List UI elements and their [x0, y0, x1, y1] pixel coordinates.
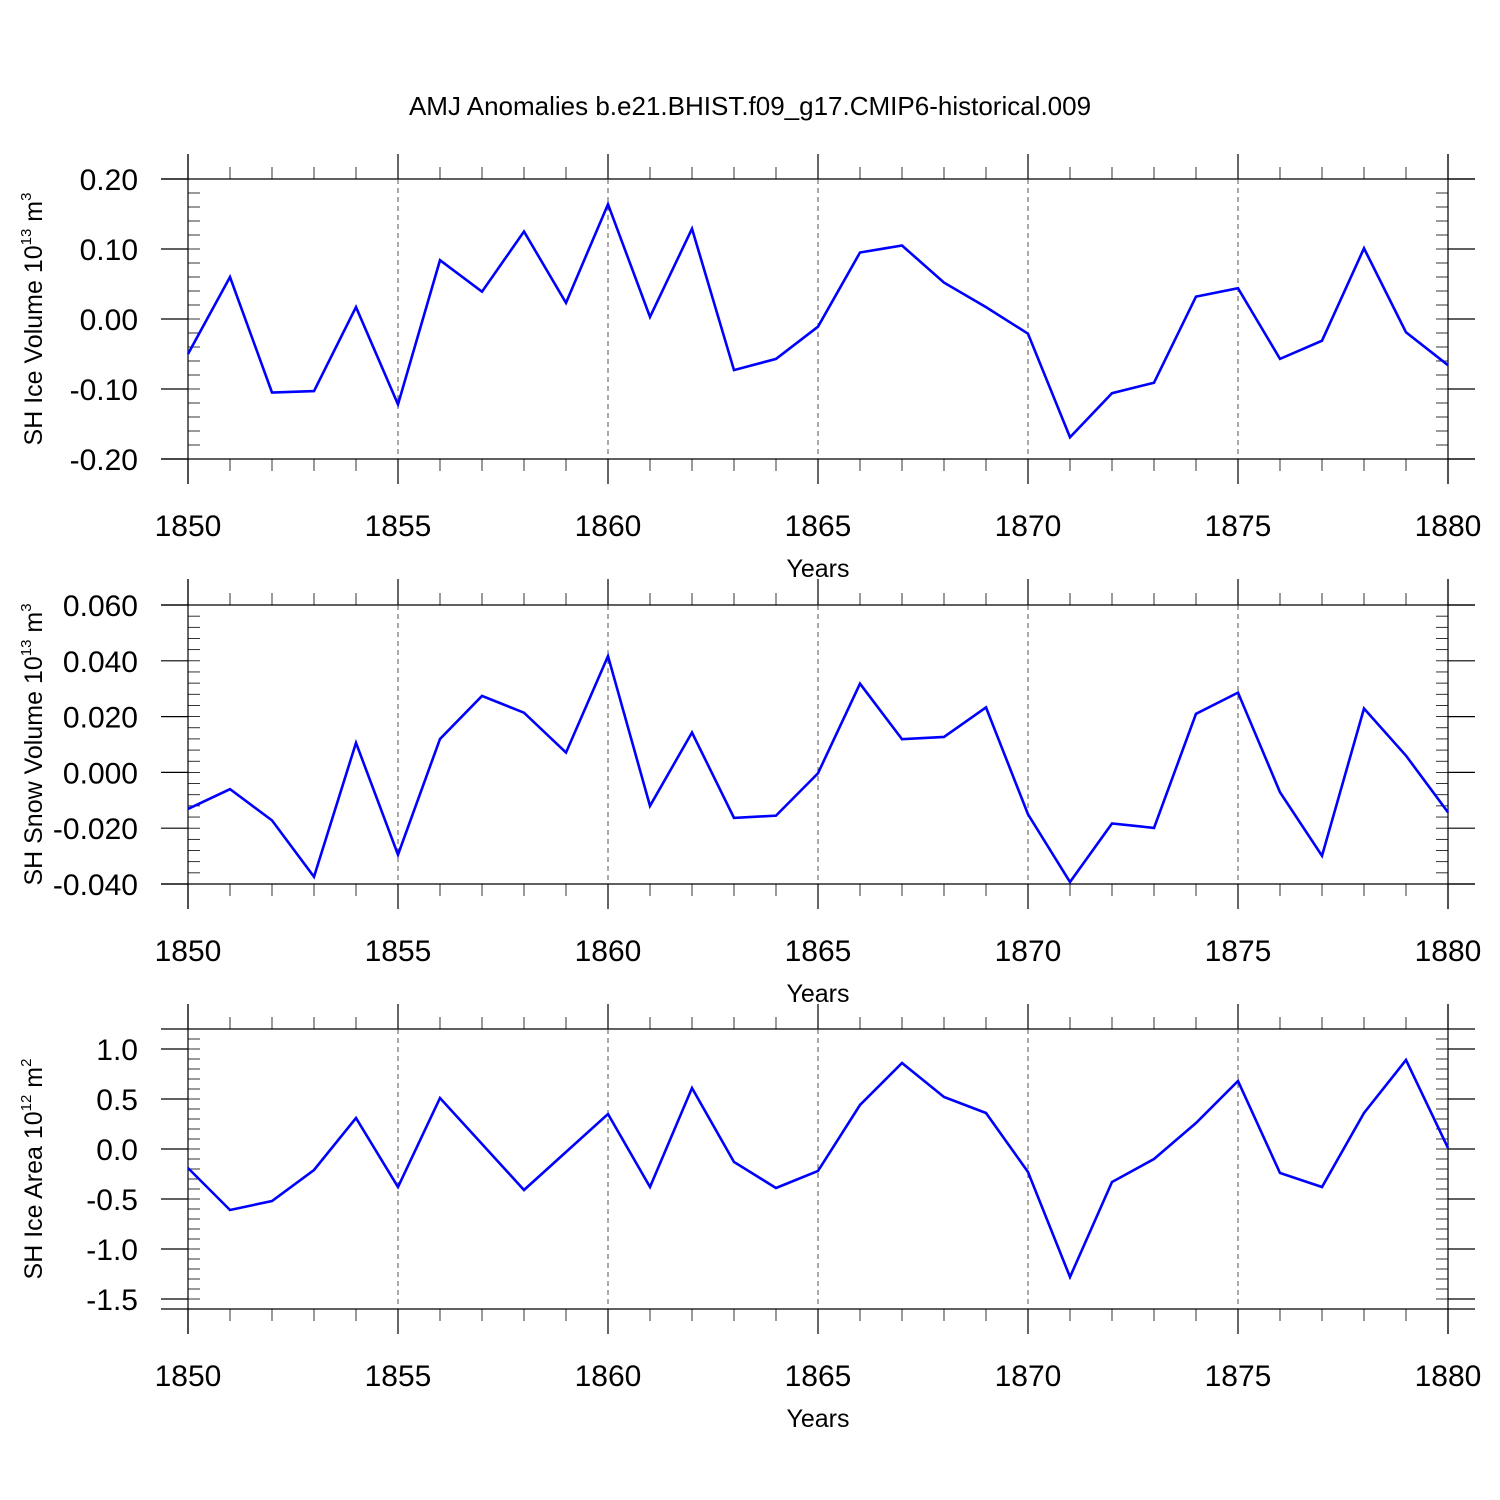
- ice-area-y-tick-label: -1.5: [86, 1284, 138, 1317]
- ice-area-y-tick-label: -0.5: [86, 1184, 138, 1217]
- ice-volume-x-tick-label: 1865: [785, 510, 852, 543]
- ice-volume-x-tick-label: 1875: [1205, 510, 1272, 543]
- snow-volume-y-tick-label: 0.040: [63, 646, 138, 679]
- ice-area-y-tick-label: -1.0: [86, 1234, 138, 1267]
- snow-volume-x-tick-label: 1855: [365, 935, 432, 968]
- snow-volume-y-tick-label: -0.020: [53, 813, 138, 846]
- ice-volume-x-tick-label: 1855: [365, 510, 432, 543]
- ice-volume-x-tick-label: 1850: [155, 510, 222, 543]
- ice-volume-y-tick-label: 0.10: [80, 234, 138, 267]
- ice-volume-y-tick-label: -0.20: [70, 444, 138, 477]
- ice-volume-y-tick-label: 0.20: [80, 164, 138, 197]
- ice-volume-x-tick-label: 1860: [575, 510, 642, 543]
- snow-volume-y-tick-label: 0.020: [63, 702, 138, 735]
- ice-volume-y-tick-label: 0.00: [80, 304, 138, 337]
- ice-area-x-tick-label: 1860: [575, 1360, 642, 1393]
- ice-volume-y-tick-label: -0.10: [70, 374, 138, 407]
- ice-area-panel: 1850 1855 1860 1865 1870 1875 1880 1.0 0.5 0.0 -0.…: [18, 1004, 1481, 1433]
- snow-volume-y-axis-label: SH Snow Volume 1013 m3: [18, 603, 48, 885]
- ice-volume-y-axis-label: SH Ice Volume 1013 m3: [18, 193, 48, 446]
- ice-area-x-tick-label: 1875: [1205, 1360, 1272, 1393]
- snow-volume-panel: 1850 1855 1860 1865 1870 1875 1880 0.060 0.040 0.…: [18, 579, 1481, 1008]
- snow-volume-y-tick-label: -0.040: [53, 869, 138, 902]
- ice-area-series-line: [187, 1057, 1450, 1281]
- snow-volume-x-tick-label: 1850: [155, 935, 222, 968]
- snow-volume-y-tick-label: 0.000: [63, 757, 138, 790]
- ice-area-y-tick-label: 0.5: [96, 1084, 138, 1117]
- snow-volume-y-tick-label: 0.060: [63, 590, 138, 623]
- snow-volume-x-tick-label: 1880: [1415, 935, 1482, 968]
- ice-area-x-tick-label: 1850: [155, 1360, 222, 1393]
- snow-volume-x-tick-label: 1870: [995, 935, 1062, 968]
- ice-area-y-tick-label: 0.0: [96, 1134, 138, 1167]
- ice-volume-panel: 1850 1855 1860 1865 1870 1875 1880 0.20 0.10 0.00…: [18, 154, 1481, 583]
- ice-volume-x-axis-label: Years: [786, 555, 849, 583]
- ice-area-x-tick-label: 1855: [365, 1360, 432, 1393]
- ice-volume-x-tick-label: 1880: [1415, 510, 1482, 543]
- snow-volume-series-line: [187, 652, 1450, 885]
- snow-volume-x-tick-label: 1875: [1205, 935, 1272, 968]
- snow-volume-x-tick-label: 1865: [785, 935, 852, 968]
- ice-area-x-tick-label: 1870: [995, 1360, 1062, 1393]
- ice-area-y-axis-label: SH Ice Area 1012 m2: [18, 1059, 48, 1280]
- ice-area-x-axis-label: Years: [786, 1405, 849, 1433]
- snow-volume-x-tick-label: 1860: [575, 935, 642, 968]
- snow-volume-x-axis-label: Years: [786, 980, 849, 1008]
- ice-volume-series-line: [186, 200, 1449, 440]
- ice-area-y-tick-label: 1.0: [96, 1034, 138, 1067]
- ice-volume-x-tick-label: 1870: [995, 510, 1062, 543]
- ice-area-x-tick-label: 1865: [785, 1360, 852, 1393]
- ice-area-x-tick-label: 1880: [1415, 1360, 1482, 1393]
- figure-title: AMJ Anomalies b.e21.BHIST.f09_g17.CMIP6-…: [409, 91, 1091, 121]
